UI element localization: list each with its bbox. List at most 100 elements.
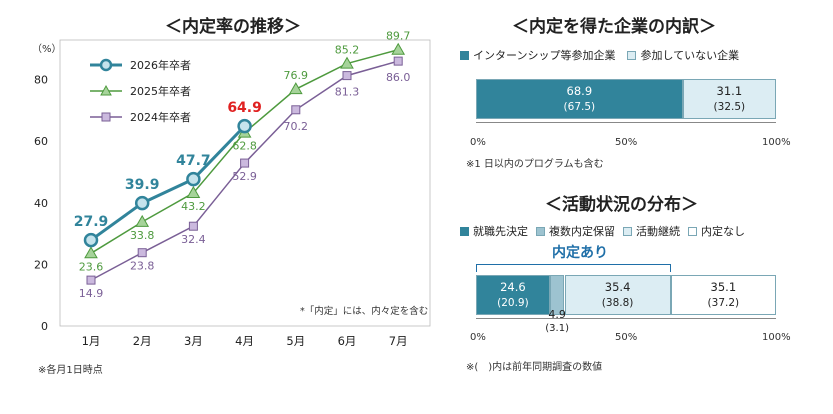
legend-label-2026: 2026年卒者 [130,58,191,72]
legend-label-continuing: 活動継続 [636,225,680,238]
data-label: 76.9 [284,69,309,82]
legend-item-2025: 2025年卒者 [90,84,191,98]
breakdown-tick-50: 50% [615,137,638,148]
legend-marker-2026 [99,58,113,72]
bar-segment: 31.1 (32.5) [682,79,776,119]
bar-value: 35.1 [710,280,737,294]
bar-previous: (38.8) [601,297,634,309]
data-label: 43.2 [181,200,206,213]
legend-label-nonintern: 参加していない企業 [640,49,740,62]
data-point [342,71,352,81]
data-label: 64.9 [227,100,262,116]
data-label: 23.6 [79,260,104,273]
bracket-label: 内定あり [552,245,608,261]
legend-label-decided: 就職先決定 [473,225,528,238]
y-tick-label: 80 [34,74,48,87]
bar-segment: 35.1 (37.2) [670,275,776,315]
x-tick-label: 3月 [184,334,203,348]
data-label: 85.2 [335,44,360,57]
line-chart-footnote: ※各月1日時点 [38,365,103,376]
x-tick-label: 6月 [338,334,357,348]
status-note: ※( )内は前年同期調査の数値 [466,362,603,373]
x-tick-label: 2月 [133,334,152,348]
bar-previous: (20.9) [497,297,529,309]
data-point [135,214,150,227]
legend-swatch-decided [460,226,469,236]
data-label: 14.9 [79,287,104,300]
bar-value: 24.6 [500,280,526,294]
bar-outside-label: 4.9 (3.1) [537,308,577,336]
y-tick-label: 0 [41,320,48,333]
bar-segment: 35.4 (38.8) [564,275,671,315]
data-label: 70.2 [284,120,309,133]
data-point [134,195,150,211]
data-point [391,42,406,55]
legend-swatch-multiple [536,226,545,236]
bracket-line [476,264,671,272]
status-title: ＜活動状況の分布＞ [545,195,698,215]
legend-label-2025: 2025年卒者 [130,84,191,98]
data-label: 23.8 [130,260,155,273]
x-tick-label: 7月 [389,334,408,348]
bar-previous: (3.1) [545,323,569,334]
y-axis-unit: （%） [32,43,62,55]
legend-label-multiple: 複数内定保留 [549,225,615,238]
breakdown-axis [476,122,776,128]
line-chart-title: ＜内定率の推移＞ [165,17,301,37]
breakdown-bar: 68.9 (67.5) 31.1 (32.5) [476,79,776,119]
series-line-0 [90,125,246,242]
data-label: 52.9 [232,170,257,183]
y-tick-label: 20 [34,258,48,271]
legend-label-none: 内定なし [701,225,745,238]
data-point [393,56,403,66]
legend-item-2024: 2024年卒者 [90,110,191,124]
bar-previous: (37.2) [707,297,740,309]
bar-segment: 68.9 (67.5) [476,79,683,119]
data-point [186,185,201,198]
data-point [188,221,198,231]
status-tick-100: 100% [762,332,791,343]
data-point [83,232,99,248]
data-label: 86.0 [386,71,411,84]
legend-label-2024: 2024年卒者 [130,110,191,124]
data-label: 62.8 [232,140,257,153]
data-point [84,246,98,259]
data-point [237,118,252,134]
bar-value: 31.1 [716,84,743,98]
y-tick-label: 40 [34,197,48,210]
data-point [186,171,201,187]
line-chart-note: *「内定」には、内々定を含む [300,306,429,317]
legend-marker-2025 [100,84,112,96]
bar-previous: (32.5) [713,101,746,113]
bar-value: 4.9 [548,308,566,321]
x-tick-label: 5月 [286,334,305,348]
status-tick-0: 0% [470,332,486,343]
legend-swatch-intern [460,50,469,60]
line-chart: （%） 0 20 40 60 80 1月 2月 3月 4月 5月 6月 7月 14.9 23.8 32.4… [32,30,431,348]
status-legend: 就職先決定 複数内定保留 活動継続 内定なし [460,223,745,239]
breakdown-note: ※1 日以内のプログラムも含む [466,159,604,170]
data-point [340,56,354,69]
data-point [288,82,303,95]
line-legend: 2026年卒者 2025年卒者 2024年卒者 [90,58,191,124]
plot-frame [59,39,431,327]
breakdown-legend: インターンシップ等参加企業 参加していない企業 [460,47,739,63]
data-point [291,105,301,115]
legend-swatch-none [688,226,697,236]
status-axis [476,318,776,319]
legend-swatch-continuing [623,226,632,236]
bar-segment [549,275,565,315]
bar-value: 35.4 [604,280,631,294]
data-label: 89.7 [386,30,411,43]
legend-swatch-nonintern [627,50,637,60]
data-label: 32.4 [181,233,206,246]
data-label: 47.7 [176,153,211,169]
data-point [240,158,250,168]
x-tick-label: 4月 [235,334,254,348]
legend-item-2026: 2026年卒者 [90,58,191,72]
bar-segment: 24.6 (20.9) [476,275,550,315]
data-label: 81.3 [335,86,360,99]
breakdown-tick-100: 100% [762,137,791,148]
bar-previous: (67.5) [563,101,596,113]
data-point [86,275,96,285]
